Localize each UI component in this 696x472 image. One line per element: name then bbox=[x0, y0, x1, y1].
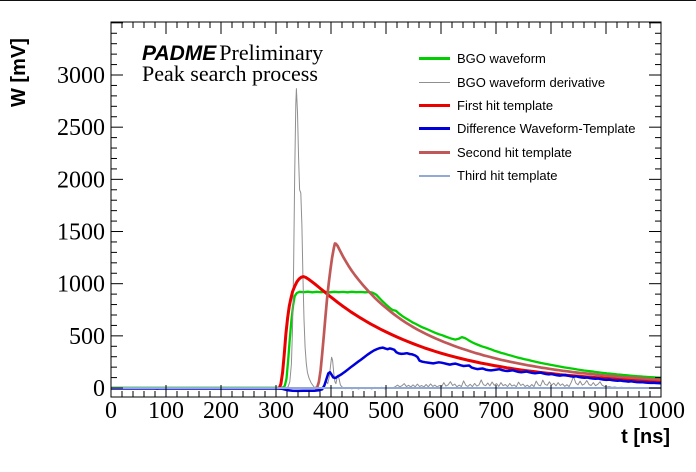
y-tick-label: 0 bbox=[93, 376, 105, 402]
y-tick-label: 1500 bbox=[57, 220, 105, 246]
legend-line-sample bbox=[419, 150, 450, 154]
legend-label: First hit template bbox=[457, 97, 554, 113]
plot-title-line1: PADME Preliminary bbox=[142, 40, 323, 66]
legend-row: Second hit template bbox=[419, 141, 635, 164]
series-second-hit-template bbox=[314, 242, 661, 390]
y-tick-label: 1000 bbox=[57, 272, 105, 298]
series-difference-waveform-template bbox=[111, 346, 661, 393]
legend-label: BGO waveform derivative bbox=[457, 74, 606, 90]
series-bgo-waveform-derivative bbox=[111, 88, 661, 390]
plot-subtitle: Peak search process bbox=[142, 61, 318, 86]
legend-line-sample bbox=[419, 57, 450, 61]
legend-row: Difference Waveform-Template bbox=[419, 117, 635, 140]
x-axis-title: t [ns] bbox=[621, 426, 670, 448]
legend-label: Second hit template bbox=[457, 144, 572, 160]
legend-row: Third hit template bbox=[419, 164, 635, 187]
x-tick-label: 400 bbox=[313, 398, 349, 424]
brand-suffix-text: Preliminary bbox=[219, 40, 324, 65]
legend-label: Difference Waveform-Template bbox=[457, 121, 636, 137]
y-axis-title: W [mV] bbox=[8, 38, 30, 107]
x-tick-label: 1000 bbox=[637, 398, 685, 424]
x-tick-label: 200 bbox=[203, 398, 239, 424]
y-tick-label: 3000 bbox=[57, 63, 105, 89]
y-tick-label: 2500 bbox=[57, 115, 105, 141]
legend-line-sample bbox=[419, 103, 450, 107]
x-tick-label: 900 bbox=[588, 398, 624, 424]
legend: BGO waveform BGO waveform derivative First… bbox=[419, 47, 635, 187]
y-tick-label: 500 bbox=[69, 324, 105, 350]
x-tick-label: 700 bbox=[478, 398, 514, 424]
x-tick-label: 0 bbox=[105, 398, 117, 424]
series-first-hit-template bbox=[277, 275, 661, 390]
x-tick-label: 600 bbox=[423, 398, 459, 424]
legend-label: Third hit template bbox=[457, 168, 558, 184]
legend-line-sample bbox=[419, 127, 450, 131]
x-tick-label: 800 bbox=[533, 398, 569, 424]
tick-labels: 0 100 200 300 400 500 600 700 800 900 1000 0 500 1000… bbox=[57, 63, 685, 424]
legend-row: BGO waveform bbox=[419, 47, 635, 70]
legend-line-sample bbox=[419, 81, 450, 83]
x-tick-label: 300 bbox=[258, 398, 294, 424]
series-bgo-waveform bbox=[111, 290, 661, 389]
legend-label: BGO waveform bbox=[457, 51, 546, 67]
x-tick-label: 500 bbox=[368, 398, 404, 424]
axis-ticks bbox=[110, 22, 662, 397]
x-tick-label: 100 bbox=[148, 398, 184, 424]
legend-row: BGO waveform derivative bbox=[419, 70, 635, 93]
y-tick-label: 2000 bbox=[57, 167, 105, 193]
brand-text: PADME bbox=[142, 42, 217, 65]
legend-line-sample bbox=[419, 174, 450, 177]
legend-row: First hit template bbox=[419, 94, 635, 117]
